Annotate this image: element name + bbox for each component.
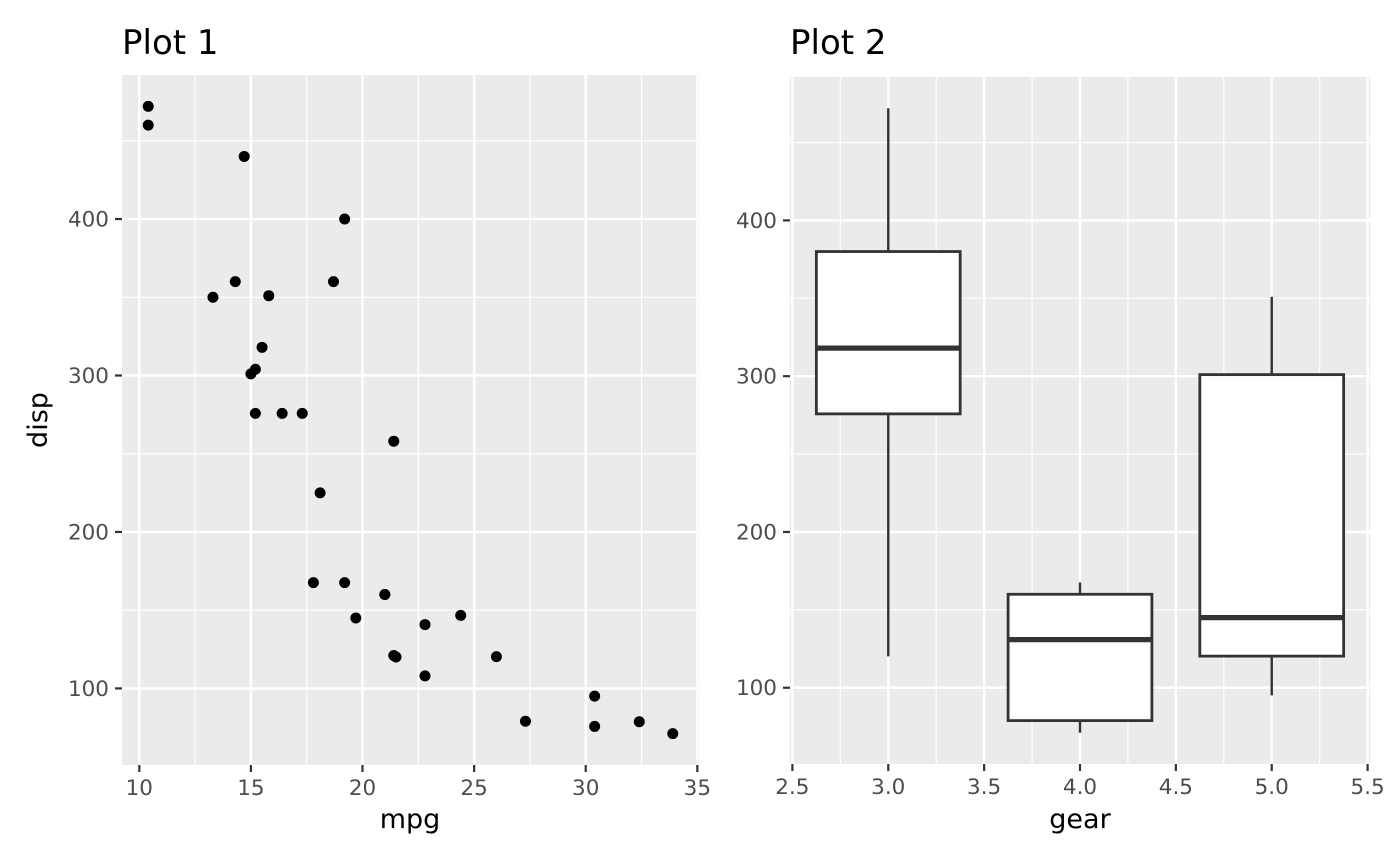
data-point (314, 487, 326, 499)
y-axis-tick-label: 200 (736, 520, 777, 545)
data-point (667, 728, 679, 740)
box-iqr (1006, 592, 1154, 723)
data-point (296, 407, 308, 419)
y-axis-tick-label: 100 (736, 676, 777, 701)
data-point (256, 341, 268, 353)
data-point (229, 276, 241, 288)
data-point (238, 150, 250, 162)
data-point (490, 651, 502, 663)
plot1-title: Plot 1 (122, 23, 219, 63)
y-axis-tick-label: 200 (68, 520, 109, 545)
x-axis-tick-label: 30 (572, 776, 599, 801)
plot1-scatter-panel: 10 15 20 25 30 35 100 200 300 400 (68, 75, 711, 801)
y-axis-tick-label: 400 (736, 209, 777, 234)
y-axis-tick-label: 300 (736, 365, 777, 390)
x-axis-tick-label: 5.0 (1255, 775, 1289, 800)
data-point (589, 690, 601, 702)
data-point (339, 213, 351, 225)
data-point (589, 720, 601, 732)
x-axis-tick-label: 20 (349, 776, 376, 801)
data-point (455, 609, 467, 621)
data-point (207, 291, 219, 303)
data-point (633, 716, 645, 728)
data-point (249, 407, 261, 419)
data-point (388, 650, 400, 662)
data-point (245, 368, 257, 380)
plot2-x-axis-title: gear (1049, 804, 1111, 835)
x-axis-tick-label: 15 (237, 776, 264, 801)
data-point (350, 612, 362, 624)
data-point (263, 290, 275, 302)
data-point (419, 619, 431, 631)
y-axis-tick-label: 400 (68, 208, 109, 233)
data-point (327, 276, 339, 288)
box-iqr (814, 250, 962, 416)
plot2-title: Plot 2 (790, 23, 887, 63)
x-axis-tick-label: 4.0 (1063, 775, 1097, 800)
x-axis-tick-label: 10 (126, 776, 153, 801)
x-axis-tick-label: 2.5 (775, 775, 809, 800)
x-axis-tick-label: 4.5 (1159, 775, 1193, 800)
data-point (388, 435, 400, 447)
y-axis-tick-label: 100 (68, 677, 109, 702)
data-point (519, 715, 531, 727)
x-axis-tick-label: 5.5 (1351, 775, 1385, 800)
data-point (142, 100, 154, 112)
x-axis-tick-label: 3.0 (871, 775, 905, 800)
data-point (307, 577, 319, 589)
data-point (419, 670, 431, 682)
data-point (276, 407, 288, 419)
data-point (142, 119, 154, 131)
plot1-y-axis-title: disp (23, 392, 54, 448)
y-axis-tick-label: 300 (68, 364, 109, 389)
data-point (379, 589, 391, 601)
data-point (339, 577, 351, 589)
box-iqr (1198, 373, 1346, 658)
x-axis-tick-label: 3.5 (967, 775, 1001, 800)
plot1-x-axis-title: mpg (380, 804, 441, 835)
panel-background (122, 75, 699, 765)
x-axis-tick-label: 25 (460, 776, 487, 801)
x-axis-tick-label: 35 (684, 776, 711, 801)
plot2-boxplot-panel: 2.5 3.0 3.5 4.0 4.5 5.0 5.5 100 200 300 400 (736, 77, 1385, 800)
